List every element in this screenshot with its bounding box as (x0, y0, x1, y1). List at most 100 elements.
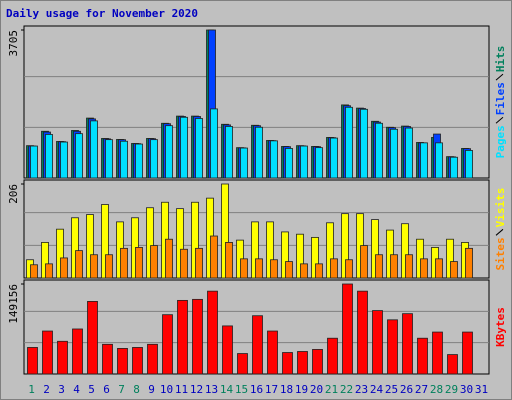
bar (60, 141, 68, 179)
x-tick-label: 7 (118, 383, 125, 396)
bar (300, 263, 308, 279)
bar (420, 258, 428, 279)
bar (281, 231, 289, 279)
bar (357, 290, 368, 375)
bar (56, 228, 64, 279)
bar (447, 354, 458, 375)
bar (405, 127, 413, 179)
legend-label: Hits (494, 46, 507, 73)
x-tick-label: 30 (460, 383, 473, 396)
bar (402, 313, 413, 375)
bar (315, 147, 323, 179)
bar (345, 259, 353, 279)
bar (270, 140, 278, 179)
bar (72, 328, 83, 375)
x-tick-label: 13 (205, 383, 218, 396)
bar (120, 140, 128, 179)
bar (165, 238, 173, 279)
bar (311, 236, 319, 279)
x-tick-label: 9 (148, 383, 155, 396)
bar (180, 248, 188, 279)
x-tick-label: 26 (400, 383, 413, 396)
bar (417, 337, 428, 375)
x-tick-label: 12 (190, 383, 203, 396)
bar (390, 254, 398, 279)
bar (102, 343, 113, 375)
bar (105, 139, 113, 179)
x-tick-label: 5 (88, 383, 95, 396)
bar (420, 142, 428, 179)
x-tick-label: 8 (133, 383, 140, 396)
bar (146, 207, 154, 279)
bar (342, 283, 353, 375)
bar (327, 337, 338, 375)
legend-label: Files (494, 82, 507, 115)
bar (255, 126, 263, 179)
bar (71, 217, 79, 279)
bar (405, 254, 413, 279)
bar (45, 134, 53, 179)
bar (60, 257, 68, 279)
x-tick-label: 24 (370, 383, 384, 396)
bar (330, 258, 338, 279)
bar (195, 118, 203, 179)
y-tick-label: 149156 (7, 284, 20, 324)
bar (297, 351, 308, 375)
bar (117, 348, 128, 375)
bar (75, 133, 83, 179)
x-tick-label: 25 (385, 383, 398, 396)
bar (210, 108, 218, 179)
bar (192, 298, 203, 375)
chart-title: Daily usage for November 2020 (6, 7, 198, 20)
bar (221, 183, 229, 279)
bar (341, 213, 349, 279)
bar (135, 247, 143, 279)
bar (375, 254, 383, 279)
bar (90, 120, 98, 179)
bar (45, 263, 53, 279)
bar (465, 247, 473, 279)
bar (57, 340, 68, 375)
legend-separator (495, 228, 504, 236)
bar (326, 222, 334, 279)
bar (162, 314, 173, 375)
bar (75, 250, 83, 279)
x-tick-label: 20 (310, 383, 323, 396)
x-tick-label: 1 (28, 383, 35, 396)
bar (372, 310, 383, 375)
bar (251, 221, 259, 279)
bar (207, 290, 218, 375)
bar (191, 201, 199, 279)
bar (285, 148, 293, 179)
bar (150, 245, 158, 279)
bar (132, 347, 143, 375)
x-tick-label: 15 (235, 383, 248, 396)
legend-label: KBytes (494, 307, 507, 347)
bar (41, 242, 49, 279)
x-tick-label: 28 (430, 383, 443, 396)
bar (282, 352, 293, 375)
bar (180, 116, 188, 179)
bar (147, 343, 158, 375)
x-tick-label: 17 (265, 383, 278, 396)
bar (315, 263, 323, 279)
bar (27, 347, 38, 375)
x-tick-label: 6 (103, 383, 110, 396)
bar (450, 261, 458, 279)
bar (435, 142, 443, 179)
bar (360, 245, 368, 279)
x-tick-label: 23 (355, 383, 368, 396)
bar (120, 247, 128, 279)
x-tick-label: 18 (280, 383, 293, 396)
legend-label: Sites (494, 237, 507, 270)
bar (90, 254, 98, 279)
bar (266, 221, 274, 279)
legend-separator (495, 116, 504, 124)
legend-label: Pages (494, 125, 507, 158)
bar (435, 258, 443, 279)
bar (176, 208, 184, 279)
x-tick-label: 21 (325, 383, 338, 396)
legend-separator (495, 73, 504, 81)
y-tick-label: 206 (7, 184, 20, 204)
